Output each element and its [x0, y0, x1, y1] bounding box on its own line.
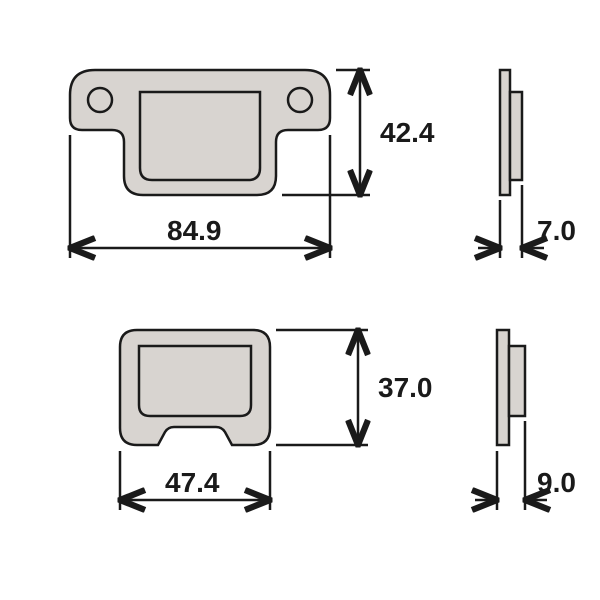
pad-1-profile	[500, 70, 522, 195]
dim-pad1-thickness-value: 7.0	[537, 215, 576, 246]
pad-2-front-view	[120, 330, 270, 445]
dim-pad1-width-value: 84.9	[167, 215, 222, 246]
dim-pad2-width-value: 47.4	[165, 467, 220, 498]
dim-pad1-thickness: 7.0	[478, 185, 576, 258]
dim-pad1-height-value: 42.4	[380, 117, 435, 148]
pad-2-profile	[497, 330, 525, 445]
dim-pad2-height-value: 37.0	[378, 372, 433, 403]
brake-pad-diagram: 42.4 84.9 7.0 37.0 47.4	[0, 0, 600, 600]
dim-pad2-thickness-value: 9.0	[537, 467, 576, 498]
dim-pad2-width: 47.4	[120, 451, 270, 510]
dim-pad2-thickness: 9.0	[475, 421, 576, 510]
pad-1-front-view	[70, 70, 330, 195]
dim-pad2-height: 37.0	[276, 330, 433, 445]
